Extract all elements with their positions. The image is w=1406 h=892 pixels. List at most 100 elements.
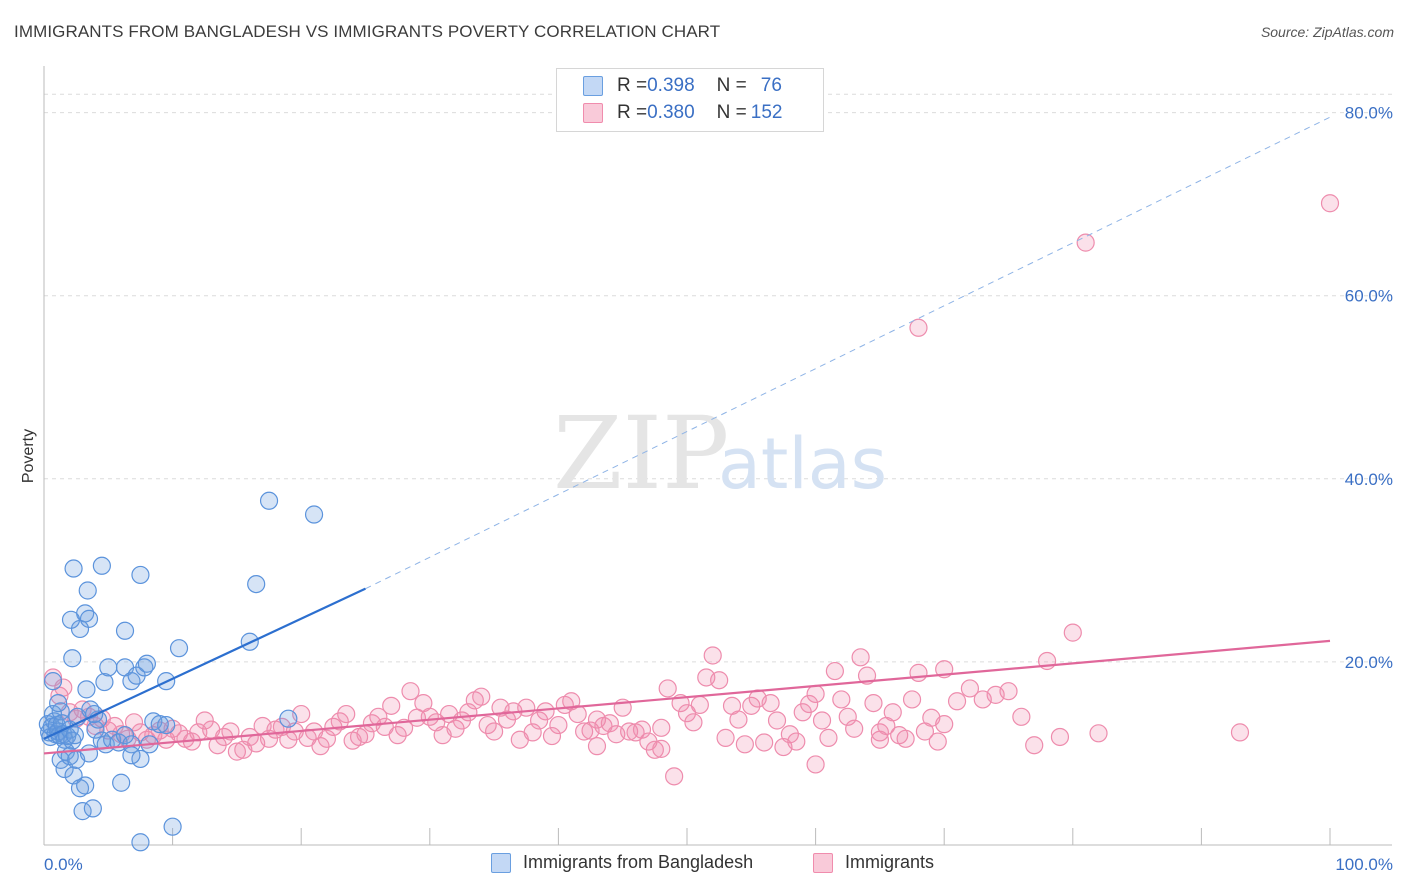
- point-bangladesh: [43, 672, 63, 691]
- point-immigrants: [864, 694, 883, 713]
- point-immigrants: [851, 648, 870, 667]
- point-immigrants: [227, 742, 246, 761]
- n-value: 76: [760, 75, 782, 96]
- point-immigrants: [1076, 233, 1095, 252]
- point-bangladesh: [61, 610, 81, 629]
- point-bangladesh: [131, 833, 150, 852]
- point-bangladesh: [304, 505, 324, 524]
- point-immigrants: [703, 646, 722, 665]
- point-immigrants: [1063, 623, 1082, 642]
- point-bangladesh: [78, 581, 97, 600]
- r-value: 0.398: [647, 75, 695, 96]
- point-immigrants: [832, 690, 851, 709]
- point-immigrants: [800, 694, 819, 714]
- point-immigrants: [195, 711, 214, 730]
- correlation-legend: R = 0.398 N = 76 R = 0.380 N = 152: [556, 68, 824, 132]
- point-bangladesh: [65, 726, 84, 745]
- point-immigrants: [684, 713, 703, 732]
- point-bangladesh: [115, 726, 135, 745]
- point-bangladesh: [169, 639, 189, 658]
- point-immigrants: [1320, 194, 1340, 213]
- legend-swatch-blue: [491, 852, 511, 873]
- source-note: Source: ZipAtlas.com: [1260, 24, 1394, 40]
- point-immigrants: [902, 690, 922, 709]
- point-bangladesh: [76, 776, 95, 795]
- data-points: [38, 194, 1340, 852]
- point-immigrants: [947, 692, 967, 711]
- point-immigrants: [542, 726, 562, 746]
- point-bangladesh: [92, 556, 111, 575]
- point-immigrants: [530, 711, 549, 730]
- point-immigrants: [857, 666, 877, 685]
- r-label: R =: [617, 102, 648, 123]
- point-bangladesh: [79, 744, 99, 763]
- n-label: N =: [716, 102, 747, 123]
- point-immigrants: [928, 732, 947, 751]
- point-immigrants: [337, 704, 356, 724]
- point-bangladesh: [150, 715, 169, 734]
- legend-row-immigrants: R = 0.380 N = 152: [583, 100, 782, 126]
- legend-swatch-pink: [583, 103, 603, 123]
- point-bangladesh: [279, 709, 298, 728]
- point-immigrants: [819, 728, 838, 747]
- n-label: N =: [716, 75, 747, 96]
- point-bangladesh: [79, 609, 99, 628]
- point-immigrants: [652, 739, 671, 758]
- n-value: 152: [750, 102, 783, 123]
- point-immigrants: [549, 715, 568, 735]
- point-immigrants: [1089, 724, 1108, 743]
- point-immigrants: [767, 711, 787, 730]
- point-immigrants: [806, 755, 825, 774]
- y-tick-label: 20.0%: [1345, 653, 1393, 672]
- point-immigrants: [652, 718, 671, 737]
- point-immigrants: [1025, 736, 1044, 755]
- r-label: R =: [617, 75, 648, 96]
- point-bangladesh: [70, 779, 90, 798]
- point-bangladesh: [73, 802, 92, 821]
- legend-label: Immigrants: [845, 852, 935, 872]
- point-immigrants: [401, 682, 420, 701]
- point-immigrants: [311, 737, 330, 756]
- point-bangladesh: [163, 817, 182, 836]
- y-tick-label: 40.0%: [1345, 470, 1393, 489]
- point-bangladesh: [122, 746, 141, 765]
- trend-line-bangladesh-extension: [365, 116, 1331, 590]
- legend-label: Immigrants from Bangladesh: [523, 852, 754, 872]
- point-bangladesh: [63, 649, 82, 668]
- point-bangladesh: [85, 704, 104, 724]
- legend-swatch-blue: [583, 76, 603, 96]
- point-immigrants: [909, 318, 928, 337]
- point-immigrants: [394, 718, 414, 737]
- point-immigrants: [787, 732, 806, 751]
- x-tick-labels: 0.0% 100.0%: [44, 855, 1393, 874]
- point-immigrants: [960, 679, 980, 698]
- point-immigrants: [665, 767, 684, 786]
- point-bangladesh: [99, 658, 118, 677]
- y-tick-labels: 20.0% 40.0% 60.0% 80.0%: [1345, 104, 1393, 672]
- trend-line-bangladesh: [43, 587, 366, 740]
- point-immigrants: [870, 730, 890, 749]
- point-immigrants: [909, 663, 928, 682]
- point-immigrants: [1050, 727, 1070, 747]
- point-immigrants: [690, 695, 709, 715]
- point-immigrants: [645, 740, 664, 759]
- chart-title: IMMIGRANTS FROM BANGLADESH VS IMMIGRANTS…: [14, 22, 721, 41]
- point-immigrants: [536, 702, 555, 721]
- point-bangladesh: [95, 672, 114, 692]
- point-immigrants: [517, 698, 536, 717]
- point-bangladesh: [122, 672, 141, 691]
- point-immigrants: [124, 713, 144, 732]
- legend-item-immigrants: Immigrants: [813, 852, 934, 873]
- point-immigrants: [388, 726, 407, 745]
- legend-item-bangladesh: Immigrants from Bangladesh: [491, 852, 753, 873]
- trend-line-immigrants: [43, 639, 1331, 755]
- point-bangladesh: [49, 694, 68, 713]
- x-tick-label: 0.0%: [44, 855, 83, 874]
- x-tick-label: 100.0%: [1335, 855, 1393, 874]
- point-bangladesh: [131, 749, 150, 769]
- watermark-zip: ZIP: [553, 395, 729, 512]
- point-immigrants: [883, 703, 902, 722]
- legend-row-bangladesh: R = 0.398 N = 76: [583, 73, 782, 99]
- point-immigrants: [710, 671, 729, 690]
